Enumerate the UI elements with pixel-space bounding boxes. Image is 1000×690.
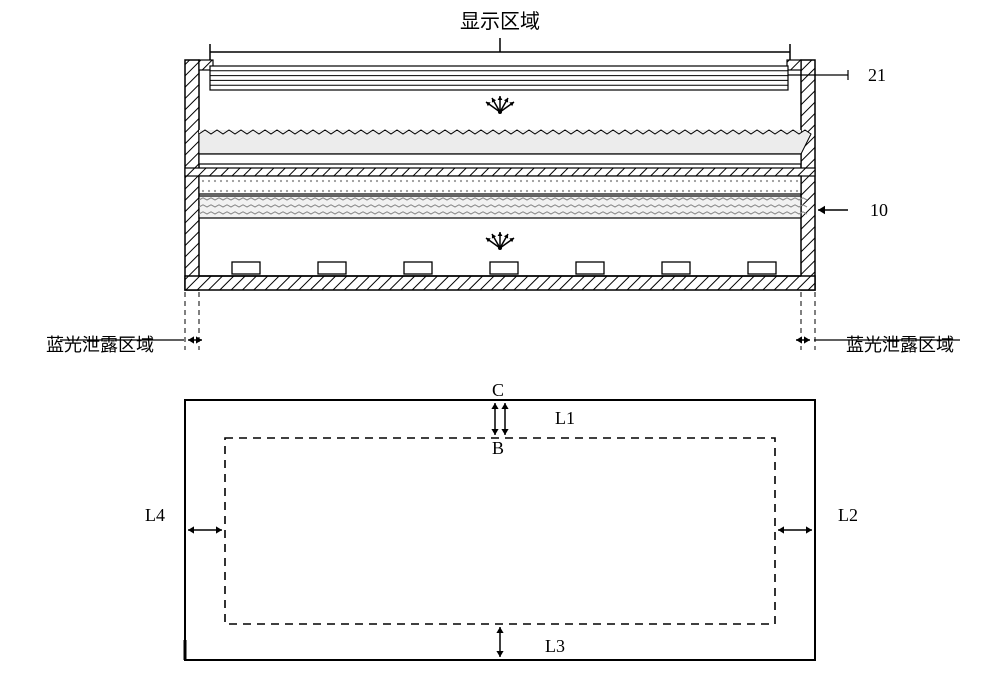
led-chip xyxy=(748,262,776,274)
dim-L1: L1 xyxy=(555,408,575,428)
led-chip xyxy=(662,262,690,274)
led-chip xyxy=(232,262,260,274)
label-blue-leak-left: 蓝光泄露区域 xyxy=(46,335,154,355)
diagram-canvas: 显示区域 21 10 蓝光泄露区域 蓝光泄露区域 C B L1 L2 L3 L4 xyxy=(0,0,1000,690)
cross-section: 21 10 蓝光泄露区域 蓝光泄露区域 xyxy=(46,60,960,355)
dim-L2: L2 xyxy=(838,505,858,525)
dim-L4: L4 xyxy=(145,505,165,525)
label-blue-leak-right: 蓝光泄露区域 xyxy=(846,335,954,355)
callout-21: 21 xyxy=(868,65,886,85)
point-C: C xyxy=(492,380,504,400)
callout-10: 10 xyxy=(870,200,888,220)
front-view: C B L1 L2 L3 L4 xyxy=(145,380,858,660)
led-chip xyxy=(490,262,518,274)
led-chip xyxy=(318,262,346,274)
label-display-area: 显示区域 xyxy=(460,10,540,33)
led-chip xyxy=(576,262,604,274)
led-chip xyxy=(404,262,432,274)
dim-L3: L3 xyxy=(545,636,565,656)
point-B: B xyxy=(492,438,504,458)
panel-21 xyxy=(210,66,788,90)
